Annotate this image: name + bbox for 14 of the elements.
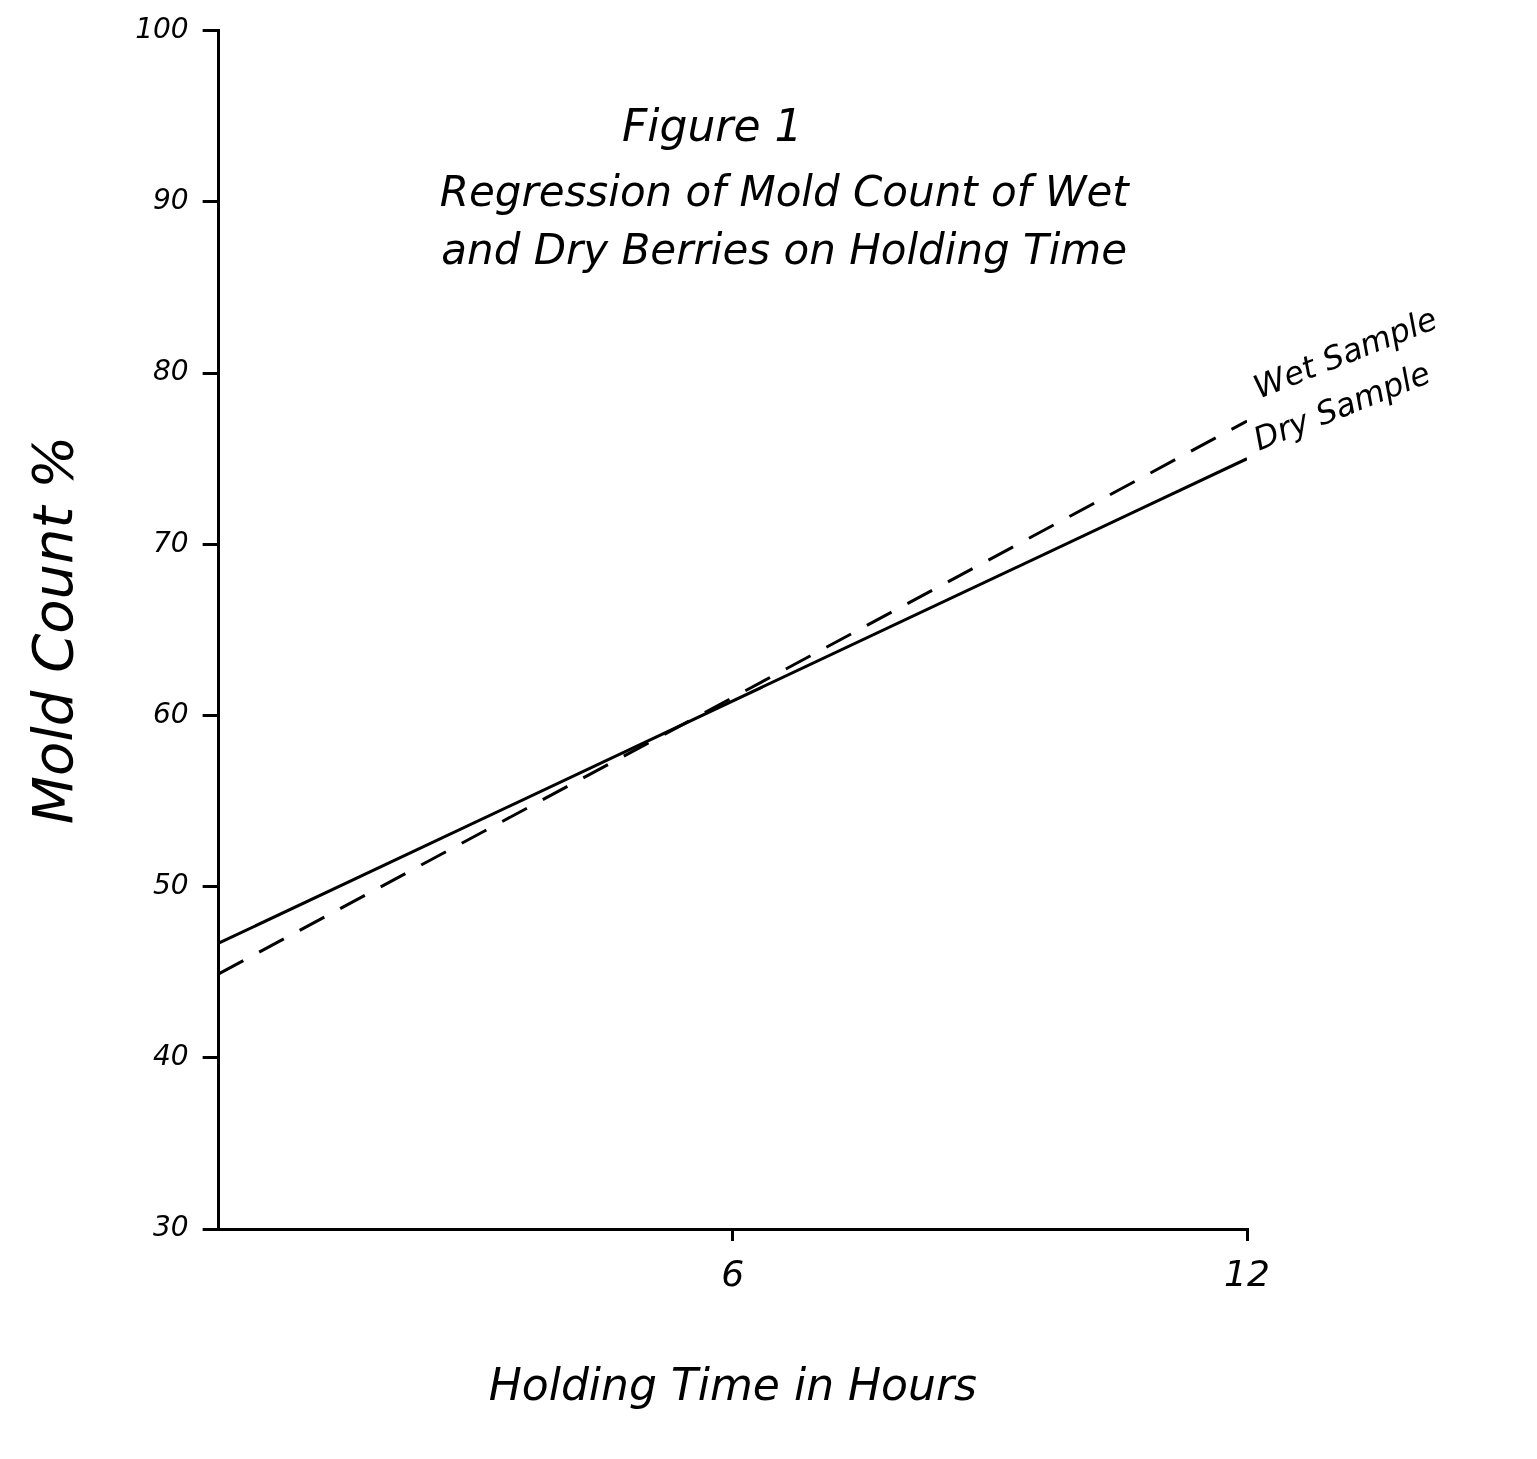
x-axis-title: Holding Time in Hours <box>488 1359 977 1411</box>
x-tick-label: 12 <box>1224 1252 1270 1294</box>
y-axis-title: Mold Count % <box>20 435 86 825</box>
y-tick-label: 80 <box>153 354 189 388</box>
y-tick-label: 50 <box>153 867 189 901</box>
y-tick-label: 90 <box>153 183 189 217</box>
y-tick-label: 100 <box>135 12 189 46</box>
text: Figure 1 <box>622 99 803 151</box>
y-tick-label: 60 <box>153 696 189 730</box>
y-tick-label: 70 <box>153 525 189 559</box>
text: Regression of Mold Count of Wet and Dry Berries on Holding Time <box>439 166 1131 274</box>
y-tick-label: 40 <box>153 1039 189 1073</box>
x-tick-label: 6 <box>721 1252 745 1294</box>
y-tick-label: 30 <box>153 1210 189 1244</box>
